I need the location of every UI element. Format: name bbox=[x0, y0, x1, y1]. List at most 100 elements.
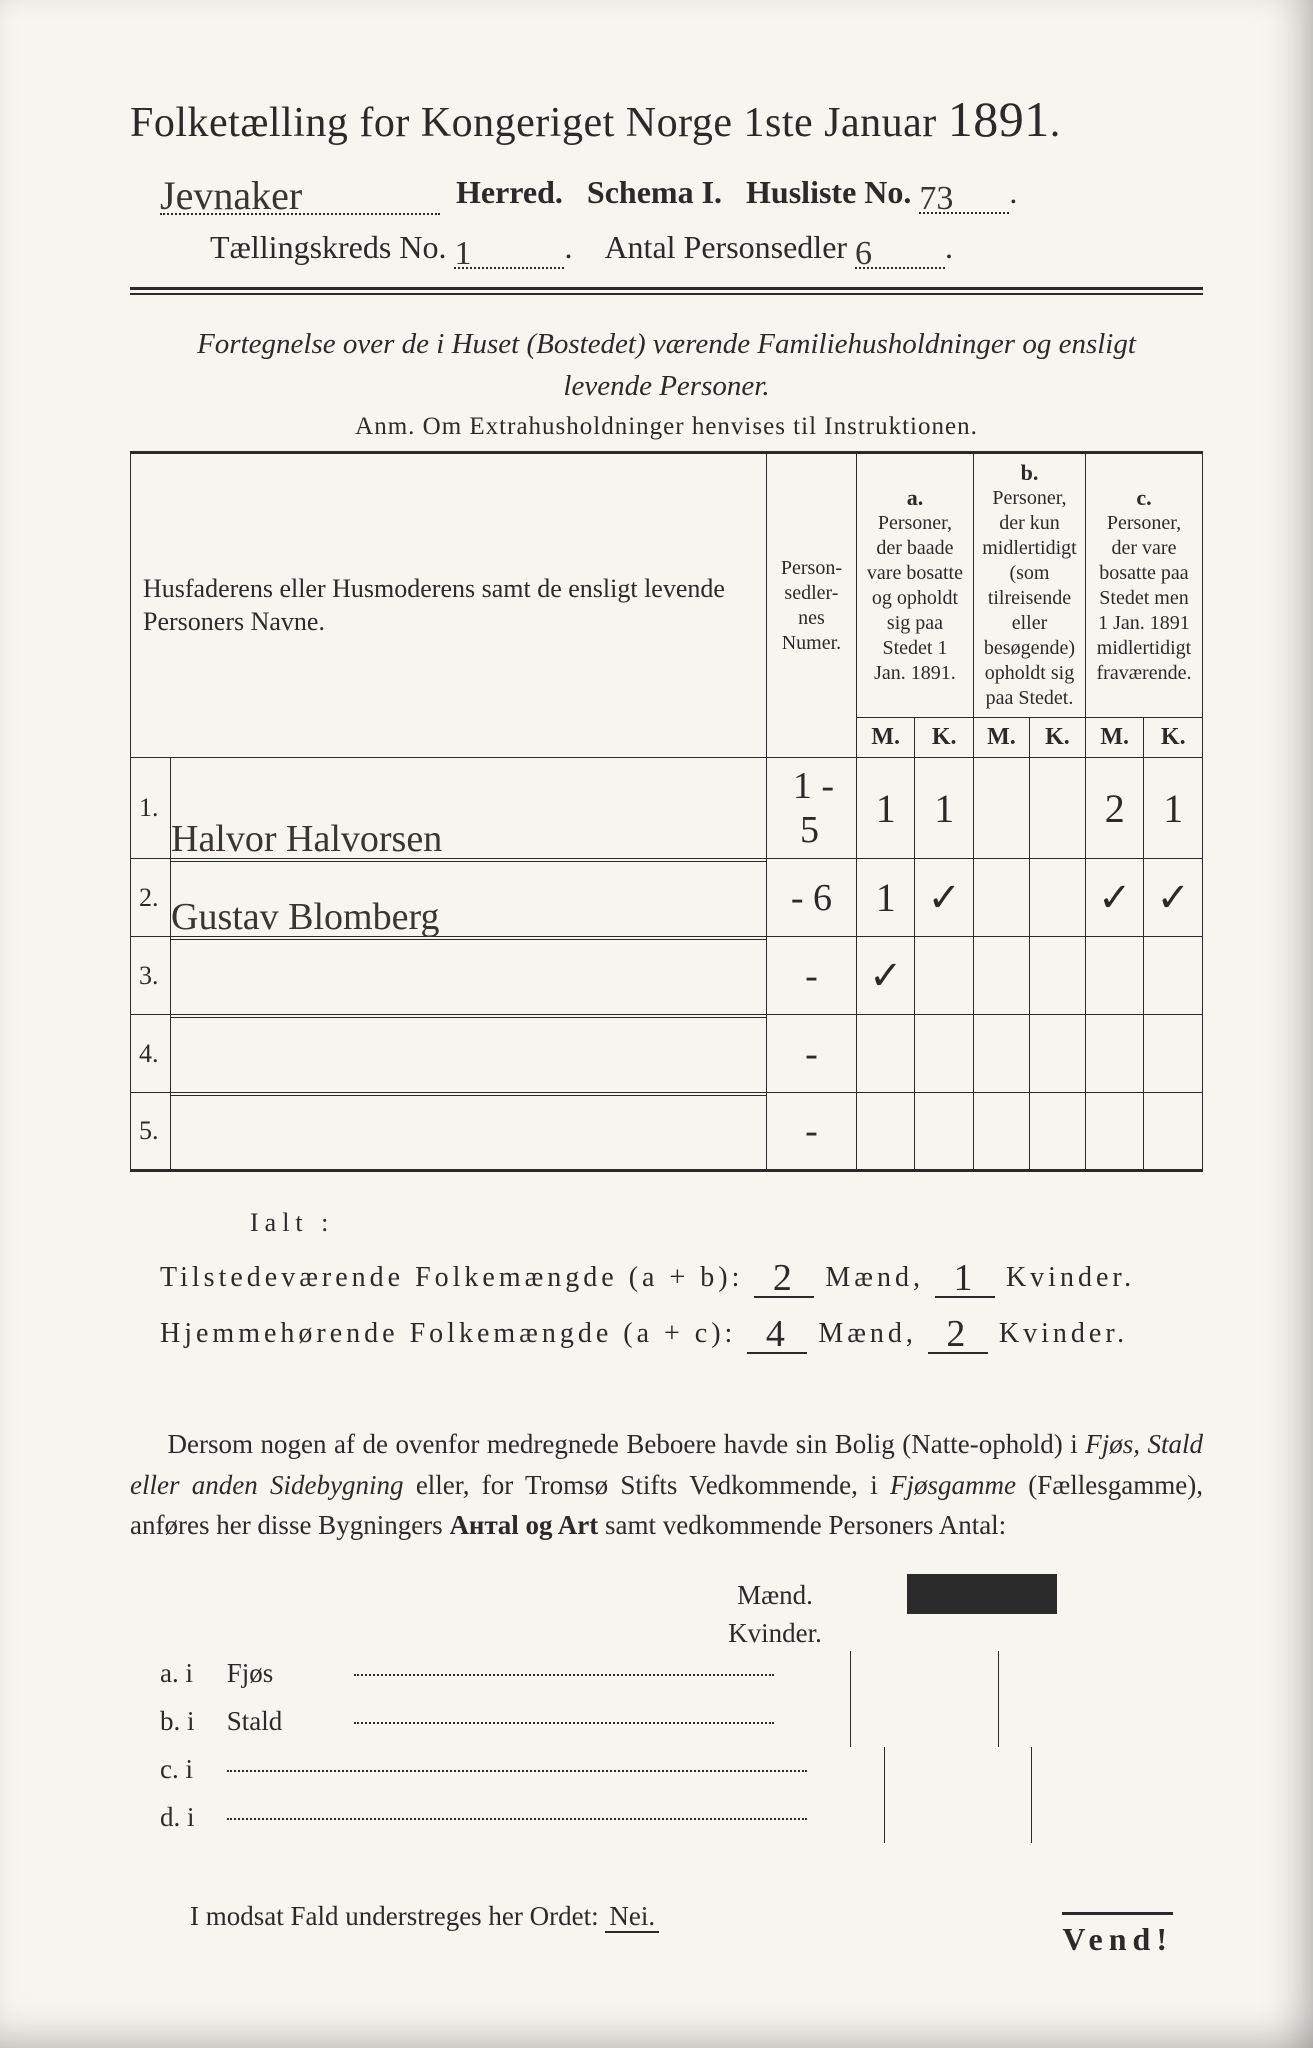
dots bbox=[354, 1674, 774, 1676]
census-form-page: Folketælling for Kongeriget Norge 1ste J… bbox=[0, 0, 1313, 2048]
para-t4: samt vedkommende Personers Antal: bbox=[598, 1510, 1006, 1540]
ialt-label: Ialt : bbox=[250, 1208, 1203, 1238]
maend-label: Mænd, bbox=[825, 1262, 924, 1293]
c-k bbox=[1144, 937, 1203, 1015]
lodging-row: b. i Stald bbox=[130, 1697, 1203, 1745]
c-k-hdr: K. bbox=[1144, 718, 1203, 758]
table-body: 1. Halvor Halvorsen 1 - 5 1 1 2 1 2. Gus… bbox=[131, 758, 1203, 1171]
row-name: Gustav Blomberg bbox=[171, 859, 767, 937]
row-name bbox=[171, 937, 767, 1015]
title-year: 1891 bbox=[948, 91, 1050, 147]
divider bbox=[850, 1651, 851, 1699]
nei-pre: I modsat Fald understreges her Ordet: bbox=[190, 1901, 599, 1931]
col-a-letter: a. bbox=[865, 485, 965, 511]
a-m: 1 bbox=[856, 859, 915, 937]
b-k bbox=[1029, 758, 1085, 859]
form-anm: Anm. Om Extrahusholdninger henvises til … bbox=[130, 413, 1203, 441]
rule bbox=[130, 287, 1203, 290]
lodging-lab: d. i bbox=[160, 1793, 220, 1841]
para-t1: Dersom nogen af de ovenfor medregnede Be… bbox=[168, 1429, 1086, 1459]
a-m-hdr: M. bbox=[856, 718, 915, 758]
col-num-header: Person-sedler-nes Numer. bbox=[766, 453, 856, 758]
c-m bbox=[1085, 1093, 1144, 1171]
row-num: 5. bbox=[131, 1093, 171, 1171]
a-m: ✓ bbox=[856, 937, 915, 1015]
num-hw: - 6 bbox=[787, 877, 836, 919]
col-c-group: c. Personer, der vare bosatte paa Stedet… bbox=[1085, 453, 1202, 718]
herred-label: Herred. bbox=[456, 174, 563, 210]
divider bbox=[998, 1699, 999, 1747]
c-m: 2 bbox=[1085, 758, 1144, 859]
col-c-letter: c. bbox=[1094, 485, 1194, 511]
row-sedler: - bbox=[766, 937, 856, 1015]
kreds-label: Tællingskreds No. bbox=[210, 229, 446, 265]
col-a-text: Personer, der baade vare bosatte og opho… bbox=[865, 511, 965, 686]
lodging-lab: c. i bbox=[160, 1745, 220, 1793]
summary-present: Tilstedeværende Folkemængde (a + b): 2 M… bbox=[160, 1252, 1203, 1298]
name-hw: Gustav Blomberg bbox=[171, 895, 766, 940]
present-m-hw: 2 bbox=[769, 1257, 800, 1299]
row-num: 3. bbox=[131, 937, 171, 1015]
divider bbox=[850, 1699, 851, 1747]
lodging-paragraph: Dersom nogen af de ovenfor medregnede Be… bbox=[130, 1424, 1203, 1546]
resident-m-hw: 4 bbox=[762, 1313, 793, 1355]
vend-label: Vend! bbox=[1062, 1912, 1173, 1958]
num-hw: - bbox=[801, 955, 822, 997]
a-m bbox=[856, 1015, 915, 1093]
c-k: 1 bbox=[1144, 758, 1203, 859]
b-k bbox=[1029, 1015, 1085, 1093]
rule-thin bbox=[130, 293, 1203, 295]
divider bbox=[884, 1747, 885, 1795]
nei-row: I modsat Fald understreges her Ordet: Ne… bbox=[190, 1901, 1203, 1932]
lodging-row: c. i bbox=[130, 1745, 1203, 1793]
husliste-label: Husliste No. bbox=[746, 174, 911, 210]
col-b-text: Personer, der kun midlertidigt (som tilr… bbox=[982, 486, 1077, 711]
dots bbox=[354, 1722, 774, 1724]
divider bbox=[998, 1651, 999, 1699]
para-it2: Fjøsgamme bbox=[890, 1470, 1016, 1500]
sedler-label: Antal Personsedler bbox=[604, 229, 847, 265]
a-k bbox=[915, 1015, 974, 1093]
desc-line2: levende Personer. bbox=[563, 370, 769, 402]
table-row: 1. Halvor Halvorsen 1 - 5 1 1 2 1 bbox=[131, 758, 1203, 859]
row-num: 2. bbox=[131, 859, 171, 937]
lodging-lab: a. i bbox=[160, 1649, 220, 1697]
table-row: 3. - ✓ bbox=[131, 937, 1203, 1015]
b-k-hdr: K. bbox=[1029, 718, 1085, 758]
resident-label: Hjemmehørende Folkemængde (a + c): bbox=[160, 1318, 736, 1349]
present-label: Tilstedeværende Folkemængde (a + b): bbox=[160, 1262, 743, 1293]
table-head: Husfaderens eller Husmoderens samt de en… bbox=[131, 453, 1203, 758]
row-num: 1. bbox=[131, 758, 171, 859]
kreds-no-hw: 1 bbox=[454, 235, 471, 273]
lodging-header: Mænd. Kvinder. bbox=[700, 1578, 1203, 1649]
table-row: 5. - bbox=[131, 1093, 1203, 1171]
col-b-group: b. Personer, der kun midlertidigt (som t… bbox=[973, 453, 1085, 718]
nei-word: Nei. bbox=[605, 1901, 659, 1933]
num-hw: 1 - 5 bbox=[789, 765, 834, 851]
title-text: Folketælling for Kongeriget Norge 1ste J… bbox=[130, 100, 937, 146]
b-m bbox=[973, 758, 1029, 859]
a-k bbox=[915, 1093, 974, 1171]
b-m bbox=[973, 859, 1029, 937]
row-sedler: - bbox=[766, 1015, 856, 1093]
household-table: Husfaderens eller Husmoderens samt de en… bbox=[130, 451, 1203, 1172]
c-m: ✓ bbox=[1085, 859, 1144, 937]
herred-handwritten: Jevnaker bbox=[160, 172, 302, 219]
row-name bbox=[171, 1093, 767, 1171]
c-m-hdr: M. bbox=[1085, 718, 1144, 758]
col-c-text: Personer, der vare bosatte paa Stedet me… bbox=[1094, 511, 1194, 686]
lodging-maend: Mænd. bbox=[700, 1580, 850, 1611]
dots bbox=[227, 1818, 807, 1820]
para-b1: Антal og Art bbox=[449, 1510, 598, 1540]
lodging-kind: Stald bbox=[227, 1697, 347, 1745]
lodging-block: Mænd. Kvinder. a. i Fjøs b. i Stald c. i… bbox=[130, 1578, 1203, 1841]
form-description: Fortegnelse over de i Huset (Bostedet) v… bbox=[130, 323, 1203, 407]
row-name bbox=[171, 1015, 767, 1093]
a-k: 1 bbox=[915, 758, 974, 859]
c-m bbox=[1085, 937, 1144, 1015]
col-names-header: Husfaderens eller Husmoderens samt de en… bbox=[131, 453, 767, 758]
present-k-hw: 1 bbox=[949, 1257, 980, 1299]
desc-line1: Fortegnelse over de i Huset (Bostedet) v… bbox=[197, 328, 1136, 360]
b-m bbox=[973, 1015, 1029, 1093]
dots bbox=[227, 1770, 807, 1772]
